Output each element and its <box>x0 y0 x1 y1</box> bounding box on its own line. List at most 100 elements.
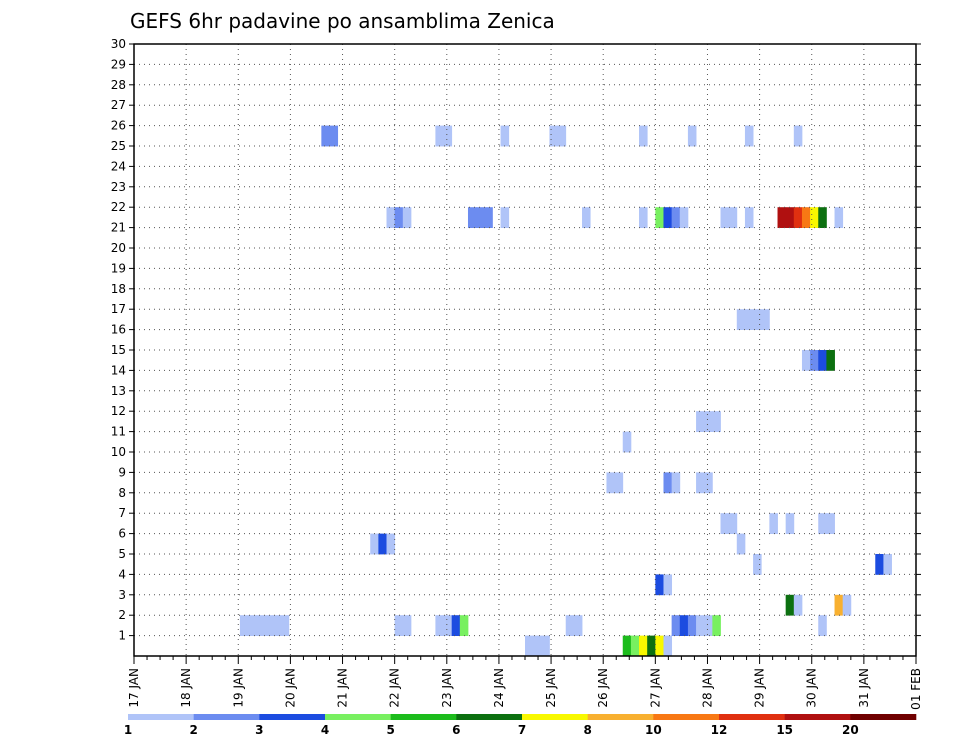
ensemble-cell <box>264 615 273 636</box>
ensemble-cell <box>744 125 754 147</box>
ensemble-cell <box>712 411 721 432</box>
legend-swatch <box>719 714 785 720</box>
ensemble-cell <box>655 574 664 596</box>
legend-swatch <box>587 714 654 720</box>
legend-label: 1 <box>124 723 132 737</box>
ensemble-cell <box>272 615 282 636</box>
ensemble-cell <box>443 615 453 636</box>
ensemble-cell <box>834 594 844 616</box>
y-tick-label: 23 <box>111 180 126 194</box>
y-tick-label: 30 <box>111 37 126 51</box>
ensemble-cell <box>573 615 583 636</box>
y-tick-label: 11 <box>111 425 126 439</box>
ensemble-cell <box>753 554 762 575</box>
ensemble-cell <box>663 635 673 657</box>
x-tick-label: 17 JAN <box>127 668 141 708</box>
legend-label: 2 <box>189 723 197 737</box>
grid-layer <box>134 44 916 656</box>
ensemble-cell <box>769 513 778 534</box>
ensemble-cell <box>435 615 444 636</box>
ensemble-cell <box>736 309 746 330</box>
y-tick-label: 6 <box>118 527 126 541</box>
legend-swatch <box>325 714 391 720</box>
x-tick-label: 23 JAN <box>440 668 454 708</box>
ensemble-cell <box>394 615 404 636</box>
ensemble-cell <box>655 207 664 228</box>
ensemble-cell <box>810 350 819 371</box>
ensemble-cell <box>793 594 803 616</box>
cells-layer <box>239 125 892 657</box>
ensemble-cell <box>541 635 550 657</box>
ensemble-cell <box>435 125 444 147</box>
legend-label: 10 <box>645 723 662 737</box>
ensemble-cell <box>655 635 664 657</box>
legend-label: 7 <box>518 723 526 737</box>
y-tick-label: 7 <box>118 506 126 520</box>
ensemble-cell <box>761 309 770 330</box>
ensemble-cell <box>402 615 412 636</box>
ensemble-cell <box>704 411 713 432</box>
y-tick-label: 14 <box>111 363 126 377</box>
legend-label: 5 <box>386 723 394 737</box>
y-tick-label: 22 <box>111 200 126 214</box>
ensemble-cell <box>671 615 681 636</box>
x-tick-label: 20 JAN <box>283 668 297 708</box>
x-tick-label: 18 JAN <box>179 668 193 708</box>
ensemble-cell <box>728 513 738 534</box>
y-tick-label: 3 <box>118 588 126 602</box>
legend-label: 8 <box>583 723 591 737</box>
ensemble-cell <box>671 472 681 494</box>
y-tick-label: 16 <box>111 323 126 337</box>
ensemble-cell <box>728 207 738 228</box>
ensemble-cell <box>785 513 795 534</box>
y-tick-label: 26 <box>111 119 126 133</box>
ensemble-cell <box>329 125 339 147</box>
legend-swatch <box>653 714 720 720</box>
x-tick-label: 24 JAN <box>492 668 506 708</box>
y-tick-label: 12 <box>111 404 126 418</box>
ensemble-cell <box>663 472 673 494</box>
y-tick-label: 25 <box>111 139 126 153</box>
ensemble-cell <box>549 125 558 147</box>
ensemble-cell <box>801 207 811 228</box>
ensemble-cell <box>712 615 721 636</box>
y-axis: 1234567891011121314151617181920212223242… <box>111 37 921 643</box>
ensemble-cell <box>663 574 673 596</box>
y-tick-label: 18 <box>111 282 126 296</box>
ensemble-cell <box>671 207 681 228</box>
x-axis: 17 JAN 18 JAN 19 JAN 20 JAN 21 JAN 22 JAN 23 J… <box>127 656 923 710</box>
x-tick-label: 21 JAN <box>336 668 350 708</box>
ensemble-cell <box>370 533 379 555</box>
ensemble-cell <box>704 472 713 494</box>
ensemble-cell <box>679 207 689 228</box>
chart-title: GEFS 6hr padavine po ansamblima Zenica <box>130 9 555 33</box>
y-tick-label: 10 <box>111 445 126 459</box>
ensemble-cell <box>883 554 892 575</box>
y-tick-label: 24 <box>111 159 126 173</box>
y-tick-label: 13 <box>111 384 126 398</box>
ensemble-cell <box>582 207 591 228</box>
ensemble-cell <box>720 207 730 228</box>
x-tick-label: 29 JAN <box>753 668 767 708</box>
ensemble-cell <box>533 635 542 657</box>
y-tick-label: 17 <box>111 302 126 316</box>
y-tick-label: 5 <box>118 547 126 561</box>
ensemble-cell <box>679 615 689 636</box>
ensemble-cell <box>378 533 387 555</box>
y-tick-label: 2 <box>118 608 126 622</box>
x-tick-label: 27 JAN <box>648 668 662 708</box>
ensemble-cell <box>663 207 673 228</box>
legend-swatch <box>128 714 194 720</box>
ensemble-cell <box>248 615 257 636</box>
legend-label: 3 <box>255 723 263 737</box>
ensemble-cell <box>826 350 835 371</box>
y-tick-label: 20 <box>111 241 126 255</box>
ensemble-cell <box>687 615 697 636</box>
ensemble-cell <box>842 594 852 616</box>
ensemble-cell <box>647 635 656 657</box>
ensemble-cell <box>639 635 648 657</box>
ensemble-cell <box>557 125 567 147</box>
ensemble-cell <box>826 513 835 534</box>
y-tick-label: 19 <box>111 261 126 275</box>
